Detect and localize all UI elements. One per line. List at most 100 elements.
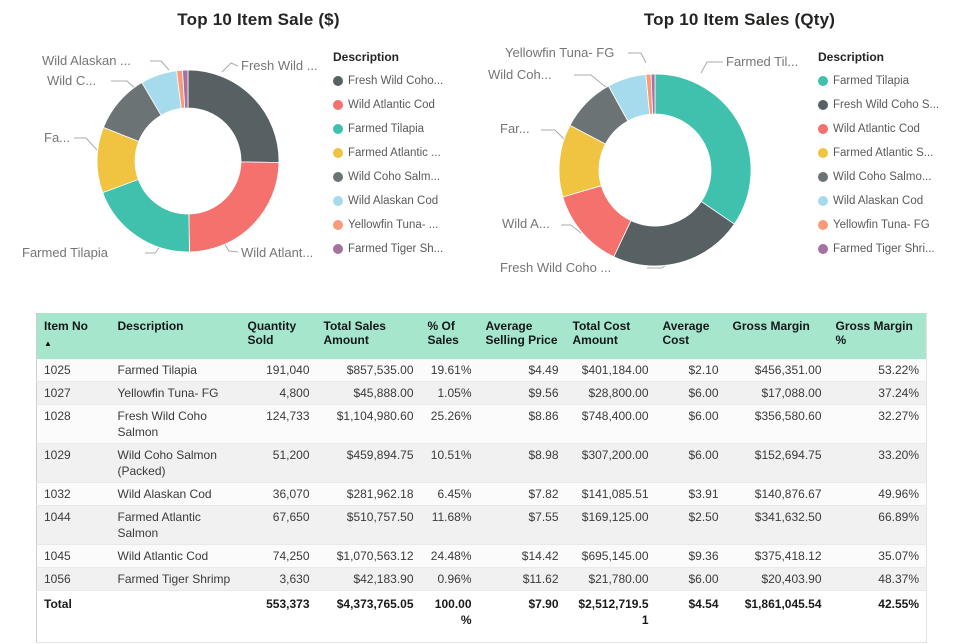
legend-label: Yellowfin Tuna- ...: [348, 219, 439, 231]
column-header-label: % Of Sales: [427, 319, 459, 347]
legend-title: Description: [818, 50, 885, 64]
column-header[interactable]: Average Selling Price: [478, 313, 566, 359]
table-cell: $152,694.75: [725, 443, 829, 483]
legend-color-dot: [818, 124, 828, 134]
table-cell: $9.56: [478, 381, 566, 405]
legend-label: Farmed Atlantic S...: [833, 147, 934, 159]
table-cell: 32.27%: [828, 404, 927, 444]
legend-label: Wild Atlantic Cod: [348, 99, 435, 111]
donut-slice[interactable]: [187, 69, 280, 163]
table-total-cell: $4.54: [655, 590, 726, 643]
column-header-label: Average Cost: [662, 319, 710, 347]
legend-item[interactable]: Wild Atlantic Cod: [818, 121, 962, 137]
legend-item[interactable]: Fresh Wild Coho...: [333, 73, 479, 89]
legend-color-dot: [818, 100, 828, 110]
donut-slice[interactable]: [182, 69, 189, 109]
table-cell: $7.82: [478, 482, 566, 506]
table-cell: $1,070,563.12: [316, 544, 421, 568]
table-row[interactable]: 1027 Yellowfin Tuna- FG 4,800 $45,888.00 1.0…: [36, 381, 927, 405]
legend-color-dot: [818, 148, 828, 158]
table-total-cell: 42.55%: [828, 590, 927, 643]
callout-label: Farmed Tilapia: [22, 245, 108, 260]
legend-item[interactable]: Farmed Tilapia: [818, 73, 962, 89]
column-header[interactable]: % Of Sales: [420, 313, 479, 359]
column-header[interactable]: Description: [110, 313, 241, 359]
table-cell: $141,085.51: [565, 482, 656, 506]
legend-color-dot: [818, 172, 828, 182]
table-row[interactable]: 1025 Farmed Tilapia 191,040 $857,535.00 19.6…: [36, 359, 927, 382]
legend-item[interactable]: Wild Alaskan Cod: [818, 193, 962, 209]
callout-label: Wild A...: [502, 216, 550, 231]
table-cell: $8.86: [478, 404, 566, 444]
column-header[interactable]: Item No ▲: [36, 313, 111, 359]
column-header[interactable]: Gross Margin: [725, 313, 829, 359]
table-cell: $510,757.50: [316, 505, 421, 545]
legend-item[interactable]: Farmed Tiger Shri...: [818, 241, 962, 257]
table-cell: $140,876.67: [725, 482, 829, 506]
legend-item[interactable]: Farmed Tiger Sh...: [333, 241, 479, 257]
detail-table: Item No ▲ Description Quantity Sold Total Sa…: [36, 313, 927, 643]
legend-item[interactable]: Wild Coho Salm...: [333, 169, 479, 185]
table-cell: $281,962.18: [316, 482, 421, 506]
legend-item[interactable]: Wild Alaskan Cod: [333, 193, 479, 209]
table-cell: Wild Coho Salmon (Packed): [110, 443, 241, 483]
donut-slice[interactable]: [102, 178, 190, 253]
table-cell: 1056: [36, 567, 111, 591]
legend-item[interactable]: Yellowfin Tuna- ...: [333, 217, 479, 233]
donut-slices: [558, 73, 752, 267]
donut-slice[interactable]: [188, 161, 280, 253]
table-cell: 36,070: [240, 482, 317, 506]
table-total-row: Total 553,373 $4,373,765.05 100.00% $7.90 $2,…: [36, 590, 927, 643]
chart-title: Top 10 Item Sales (Qty): [643, 10, 836, 29]
legend-item[interactable]: Farmed Atlantic ...: [333, 145, 479, 161]
table-cell: $21,780.00: [565, 567, 656, 591]
legend-item[interactable]: Farmed Tilapia: [333, 121, 479, 137]
table-cell: Yellowfin Tuna- FG: [110, 381, 241, 405]
table-cell: 66.89%: [828, 505, 927, 545]
legend-item[interactable]: Yellowfin Tuna- FG: [818, 217, 962, 233]
table-row[interactable]: 1032 Wild Alaskan Cod 36,070 $281,962.18 6.4…: [36, 482, 927, 506]
legend-item[interactable]: Fresh Wild Coho S...: [818, 97, 962, 113]
callout-connector: [628, 52, 647, 64]
table-cell: $356,580.60: [725, 404, 829, 444]
column-header[interactable]: Total Cost Amount: [565, 313, 656, 359]
table-cell: 124,733: [240, 404, 317, 444]
table-total-cell: $7.90: [478, 590, 566, 643]
table-cell: $857,535.00: [316, 359, 421, 382]
legend-item[interactable]: Wild Coho Salmo...: [818, 169, 962, 185]
table-cell: 1032: [36, 482, 111, 506]
legend: Description Farmed Tilapia Fresh Wild Coh…: [818, 50, 962, 265]
chart-title: Top 10 Item Sale ($): [177, 10, 340, 29]
legend-item[interactable]: Farmed Atlantic S...: [818, 145, 962, 161]
table-cell: 48.37%: [828, 567, 927, 591]
legend-label: Fresh Wild Coho...: [348, 75, 444, 87]
callout-label: Fresh Wild Coho ...: [500, 260, 612, 275]
table-cell: 1045: [36, 544, 111, 568]
table-row[interactable]: 1044 Farmed Atlantic Salmon 67,650 $510,757…: [36, 505, 927, 545]
table-row[interactable]: 1056 Farmed Tiger Shrimp 3,630 $42,183.90 0.…: [36, 567, 927, 591]
donut-slice[interactable]: [654, 73, 752, 225]
table-cell: $4.49: [478, 359, 566, 382]
legend-item[interactable]: Wild Atlantic Cod: [333, 97, 479, 113]
table-cell: $8.98: [478, 443, 566, 483]
table-cell: 10.51%: [420, 443, 479, 483]
table-row[interactable]: 1045 Wild Atlantic Cod 74,250 $1,070,563.12…: [36, 544, 927, 568]
table-cell: 1.05%: [420, 381, 479, 405]
column-header[interactable]: Quantity Sold: [240, 313, 317, 359]
table-row[interactable]: 1029 Wild Coho Salmon (Packed) 51,200 $459,…: [36, 443, 927, 483]
column-header[interactable]: Total Sales Amount: [316, 313, 421, 359]
column-header[interactable]: Average Cost: [655, 313, 726, 359]
legend-color-dot: [333, 76, 343, 86]
table-total-cell: $2,512,719.51: [565, 590, 656, 643]
donut-slice[interactable]: [650, 73, 656, 115]
column-header-label: Quantity Sold: [247, 319, 297, 347]
sort-ascending-icon: ▲: [44, 339, 52, 348]
column-header[interactable]: Gross Margin %: [828, 313, 927, 359]
table-cell: 4,800: [240, 381, 317, 405]
table-row[interactable]: 1028 Fresh Wild Coho Salmon 124,733 $1,104,…: [36, 404, 927, 444]
donut-slices: [96, 69, 280, 253]
table-cell: 49.96%: [828, 482, 927, 506]
callout-label: Fresh Wild ...: [241, 58, 318, 73]
legend-color-dot: [333, 172, 343, 182]
column-header-label: Average Selling Price: [485, 319, 558, 347]
